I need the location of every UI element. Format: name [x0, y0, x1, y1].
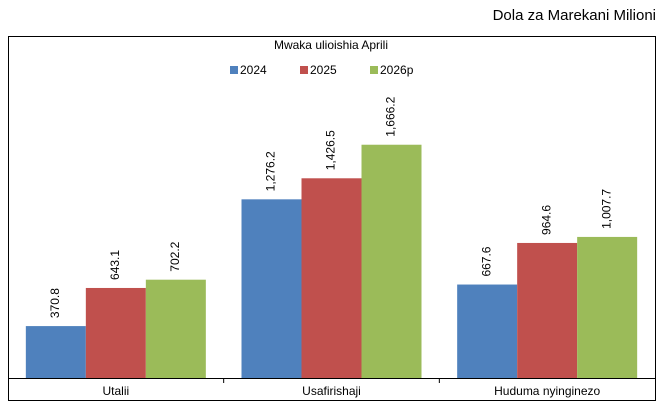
value-label: 1,276.2	[264, 151, 278, 191]
value-label: 702.2	[168, 241, 182, 271]
x-tick-label: Usafirishaji	[302, 384, 361, 398]
bar	[241, 199, 302, 378]
bar	[361, 144, 422, 378]
bar	[457, 284, 518, 378]
legend-swatch	[230, 66, 238, 74]
value-label: 1,426.5	[324, 130, 338, 170]
value-label: 370.8	[48, 288, 62, 318]
chart-title: Mwaka ulioishia Aprili	[274, 38, 388, 52]
value-label: 643.1	[108, 250, 122, 280]
value-label: 667.6	[479, 246, 493, 276]
value-label: 964.6	[539, 205, 553, 235]
chart-frame	[8, 36, 656, 401]
bar	[577, 236, 638, 378]
value-label: 1,007.7	[599, 189, 613, 229]
legend-label: 2024	[240, 63, 267, 77]
legend-swatch	[300, 66, 308, 74]
bar	[301, 178, 362, 378]
legend-swatch	[370, 66, 378, 74]
x-tick-label: Utalii	[102, 384, 129, 398]
bar	[25, 326, 86, 378]
bar	[145, 279, 206, 378]
legend-label: 2026p	[380, 63, 414, 77]
bar	[85, 287, 146, 378]
legend-label: 2025	[310, 63, 337, 77]
value-label: 1,666.2	[384, 96, 398, 136]
bar	[517, 242, 578, 378]
chart-subtitle: Dola za Marekani Milioni	[493, 7, 656, 24]
x-tick-label: Huduma nyinginezo	[494, 384, 600, 398]
